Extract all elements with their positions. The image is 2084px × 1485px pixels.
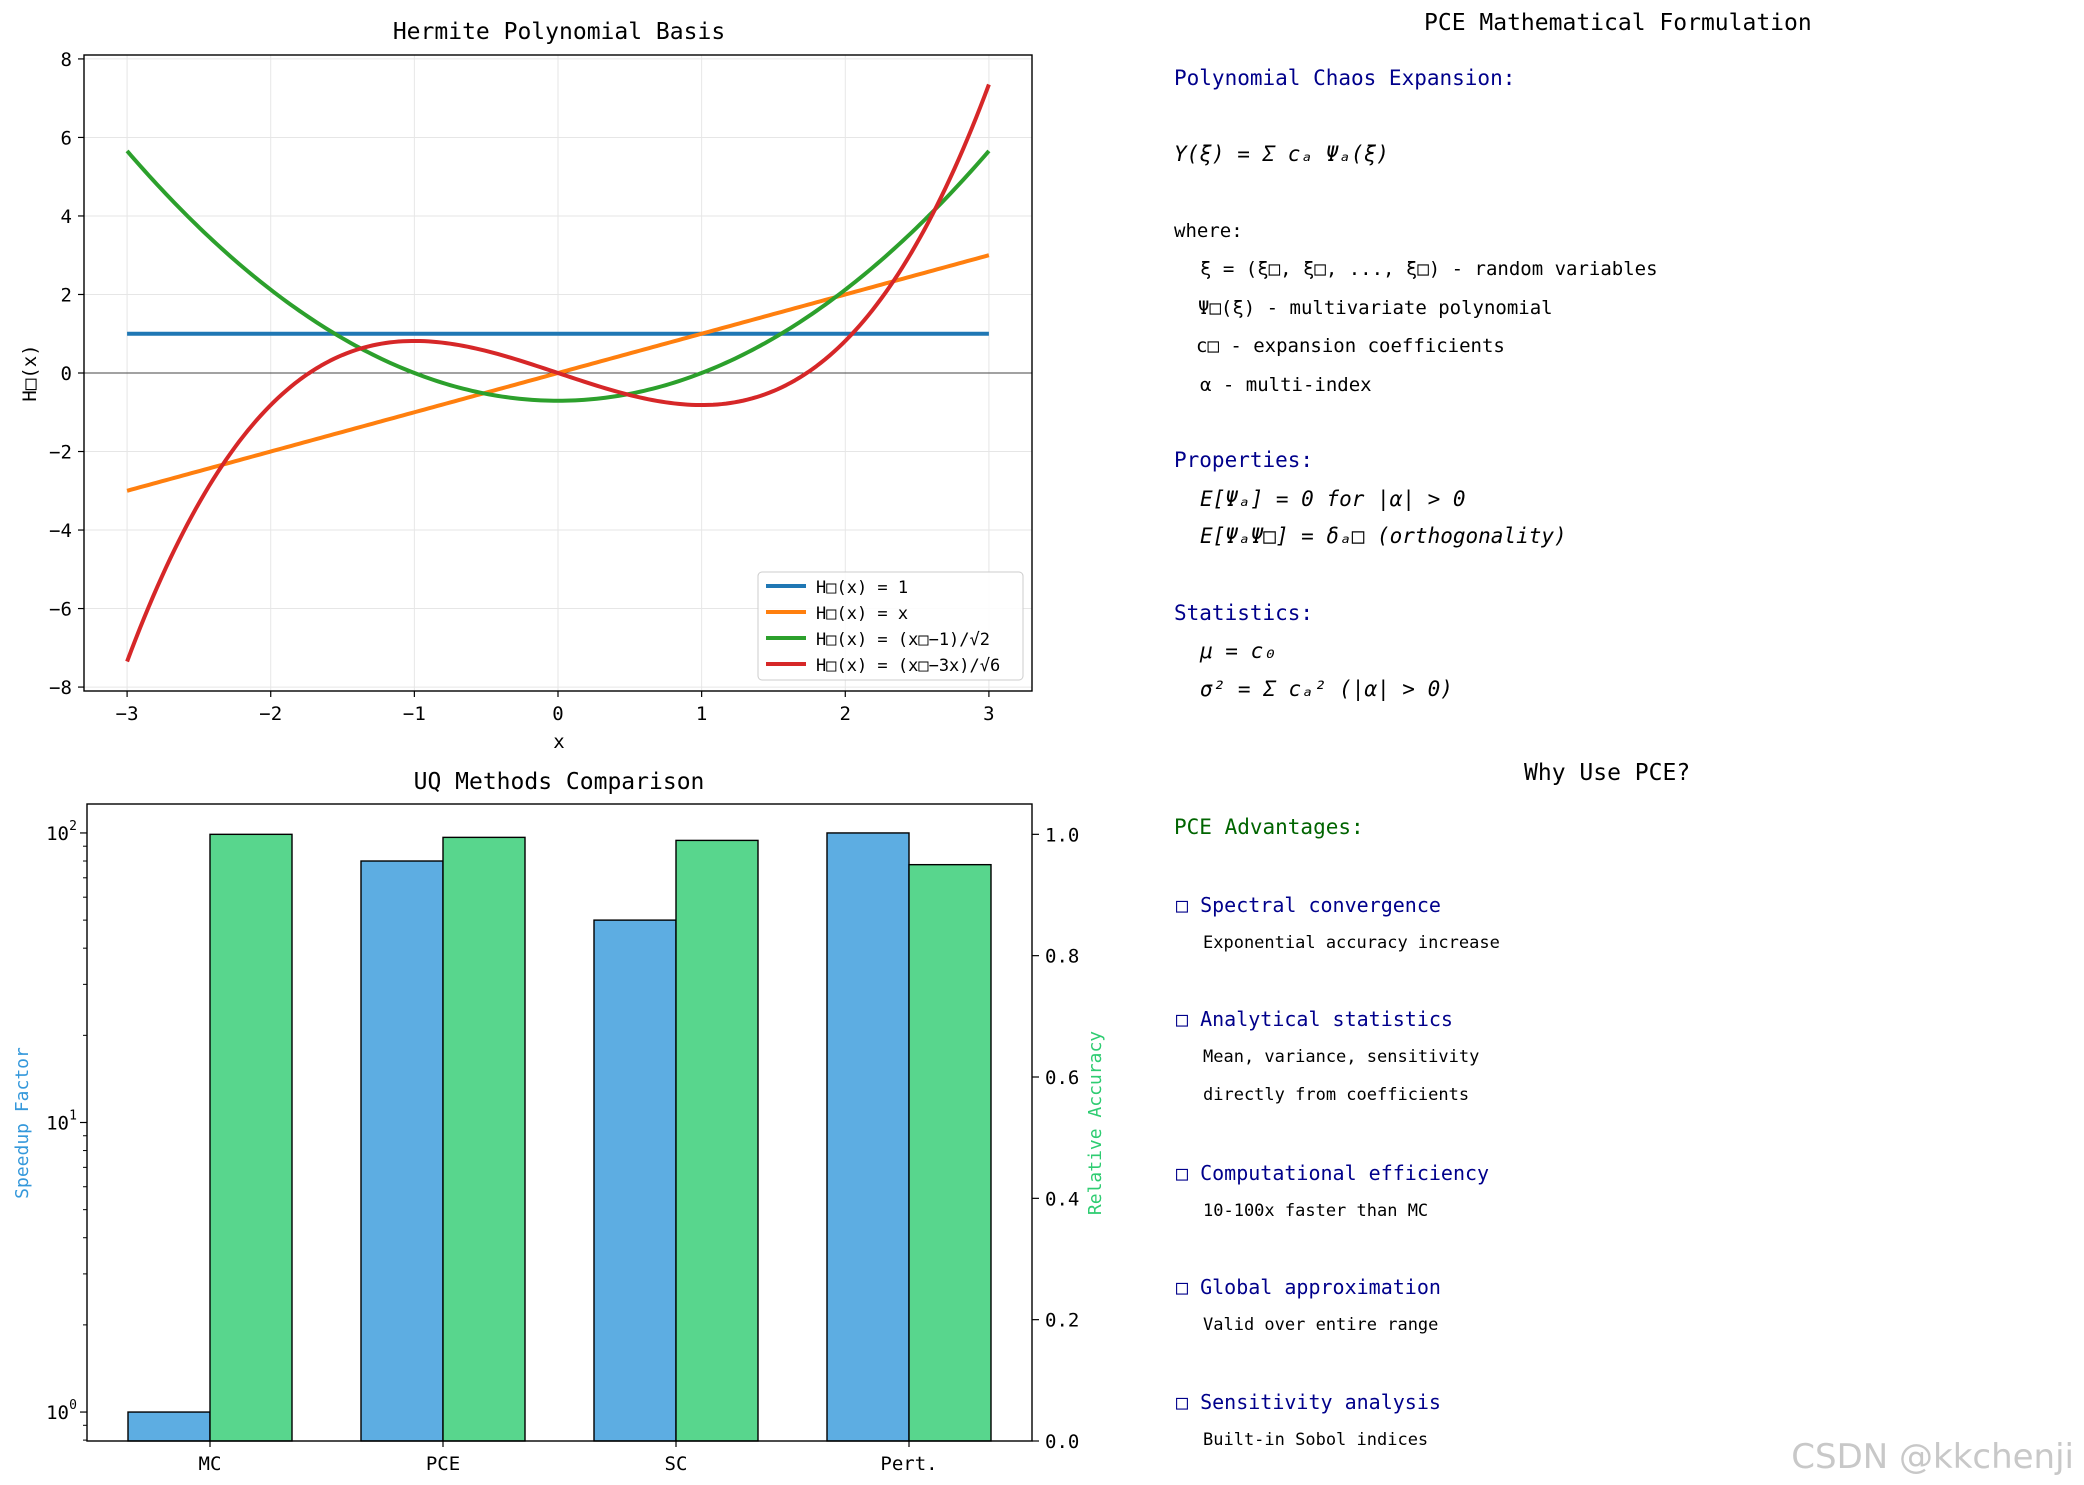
hermite-y-tick-label: −8 [49,677,72,699]
hermite-x-tick-label: 3 [983,703,994,725]
hermite-x-tick-label: 1 [696,703,707,725]
uq-right-tick-label: 0.6 [1045,1067,1079,1089]
uq-x-tick-label: SC [665,1453,688,1475]
uq-left-tick-exponent: 2 [69,819,77,834]
hermite-x-ticks: −3 −2 −1 0 1 2 3 [116,691,995,725]
uq-left-tick-label: 10 [46,1113,69,1135]
why-item-analytical-label: □ Analytical statistics [1176,1007,1453,1031]
why-item-spectral-label: □ Spectral convergence [1176,893,1441,917]
hermite-y-tick-label: −4 [49,520,72,542]
uq-left-tick-label: 10 [46,823,69,845]
hermite-y-tick-label: 0 [61,363,72,385]
hermite-y-tick-label: 8 [61,49,72,71]
uq-chart-title: UQ Methods Comparison [414,769,705,795]
uq-right-tick-label: 0.0 [1045,1431,1079,1453]
legend-label-h1: H□(x) = x [816,604,908,624]
legend-label-h2: H□(x) = (x□−1)/√2 [816,630,990,650]
uq-chart: UQ Methods Comparison MC PCE SC Pert. 10 010… [12,769,1106,1475]
hermite-y-tick-label: 2 [61,284,72,306]
hermite-x-tick-label: −2 [259,703,282,725]
speedup-bar-pert [826,832,910,1442]
formulation-stat-sigma: σ² = Σ cₐ² (|α| > 0) [1200,677,1453,701]
legend-label-h0: H□(x) = 1 [816,578,908,598]
hermite-y-label: H□(x) [19,344,41,401]
legend-label-h3: H□(x) = (x□−3x)/√6 [816,656,1000,676]
hermite-y-tick-label: −2 [49,442,72,464]
hermite-x-tick-label: 0 [552,703,563,725]
speedup-bar-mc [127,1411,211,1442]
formulation-line-coefficients: c□ - expansion coefficients [1196,335,1505,357]
hermite-y-tick-label: 4 [61,206,72,228]
speedup-bar-pce [360,860,444,1442]
uq-x-tick-label: Pert. [880,1453,937,1475]
formulation-heading-statistics: Statistics: [1174,601,1314,625]
accuracy-bar-pce [442,836,526,1442]
formulation-where: where: [1174,220,1243,242]
why-item-sensitivity-label: □ Sensitivity analysis [1176,1390,1441,1414]
why-item-analytical-desc1: Mean, variance, sensitivity [1203,1047,1480,1067]
formulation-heading-properties: Properties: [1174,448,1314,472]
hermite-y-tick-label: 6 [61,127,72,149]
uq-x-tick-label: MC [199,1453,222,1475]
hermite-series [125,83,991,663]
formulation-heading-pce: Polynomial Chaos Expansion: [1174,66,1516,90]
uq-bars [127,832,992,1442]
hermite-series-h2 [125,149,991,403]
speedup-bar-sc [593,919,677,1442]
accuracy-bar-sc [675,839,759,1442]
why-item-efficiency-label: □ Computational efficiency [1176,1161,1490,1185]
why-item-efficiency-desc: 10-100x faster than MC [1203,1201,1429,1221]
hermite-x-tick-label: 2 [840,703,851,725]
hermite-chart: Hermite Polynomial Basis −3 −2 −1 0 1 2 3 −8 −6… [19,19,1033,753]
hermite-y-tick-label: −6 [49,599,72,621]
uq-x-ticks: MC PCE SC Pert. [199,1441,938,1475]
uq-right-ticks: 0.0 0.2 0.4 0.6 0.8 1.0 [1032,824,1079,1453]
hermite-x-tick-label: −3 [116,703,139,725]
accuracy-bar-pert [908,863,992,1442]
uq-x-tick-label: PCE [426,1453,460,1475]
formulation-property-mean: E[Ψₐ] = 0 for |α| > 0 [1200,487,1466,511]
hermite-chart-title: Hermite Polynomial Basis [393,19,725,45]
watermark: CSDN @kkchenji [1791,1437,2074,1477]
hermite-series-h3 [125,83,991,663]
formulation-property-orthogonality: E[ΨₐΨ□] = δₐ□ (orthogonality) [1200,524,1567,548]
hermite-x-label: x [553,731,564,753]
hermite-legend: H□(x) = 1 H□(x) = x H□(x) = (x□−1)/√2 H□… [757,571,1024,681]
hermite-y-ticks: −8 −6 −4 −2 0 2 4 6 8 [49,49,84,699]
uq-right-tick-label: 1.0 [1045,824,1079,846]
formulation-equation: Y(ξ) = Σ cₐ Ψₐ(ξ) [1174,142,1389,166]
why-item-sensitivity-desc: Built-in Sobol indices [1203,1430,1429,1450]
accuracy-bar-mc [209,833,293,1442]
formulation-line-multi-index: α - multi-index [1200,374,1372,396]
uq-left-tick-label: 10 [46,1402,69,1424]
why-heading: PCE Advantages: [1174,815,1364,839]
uq-right-axis-label: Relative Accuracy [1085,1031,1106,1215]
uq-left-tick-exponent: 1 [69,1109,77,1124]
formulation-line-random-vars: ξ = (ξ□, ξ□, ..., ξ□) - random variables [1200,258,1658,280]
why-item-global-label: □ Global approximation [1176,1275,1441,1299]
formulation-stat-mu: μ = c₀ [1200,639,1276,663]
uq-right-tick-label: 0.8 [1045,946,1079,968]
formulation-title: PCE Mathematical Formulation [1424,10,1812,36]
hermite-x-tick-label: −1 [403,703,426,725]
why-item-global-desc: Valid over entire range [1203,1315,1439,1335]
uq-right-tick-label: 0.4 [1045,1188,1079,1210]
formulation-line-polynomial: Ψ□(ξ) - multivariate polynomial [1198,297,1553,319]
why-title: Why Use PCE? [1524,760,1691,786]
uq-left-axis-label: Speedup Factor [12,1047,33,1199]
why-item-spectral-desc: Exponential accuracy increase [1203,933,1500,953]
why-item-analytical-desc2: directly from coefficients [1203,1085,1470,1105]
uq-left-tick-exponent: 0 [69,1398,77,1413]
uq-right-tick-label: 0.2 [1045,1310,1079,1332]
hermite-legend-box [757,571,1024,681]
